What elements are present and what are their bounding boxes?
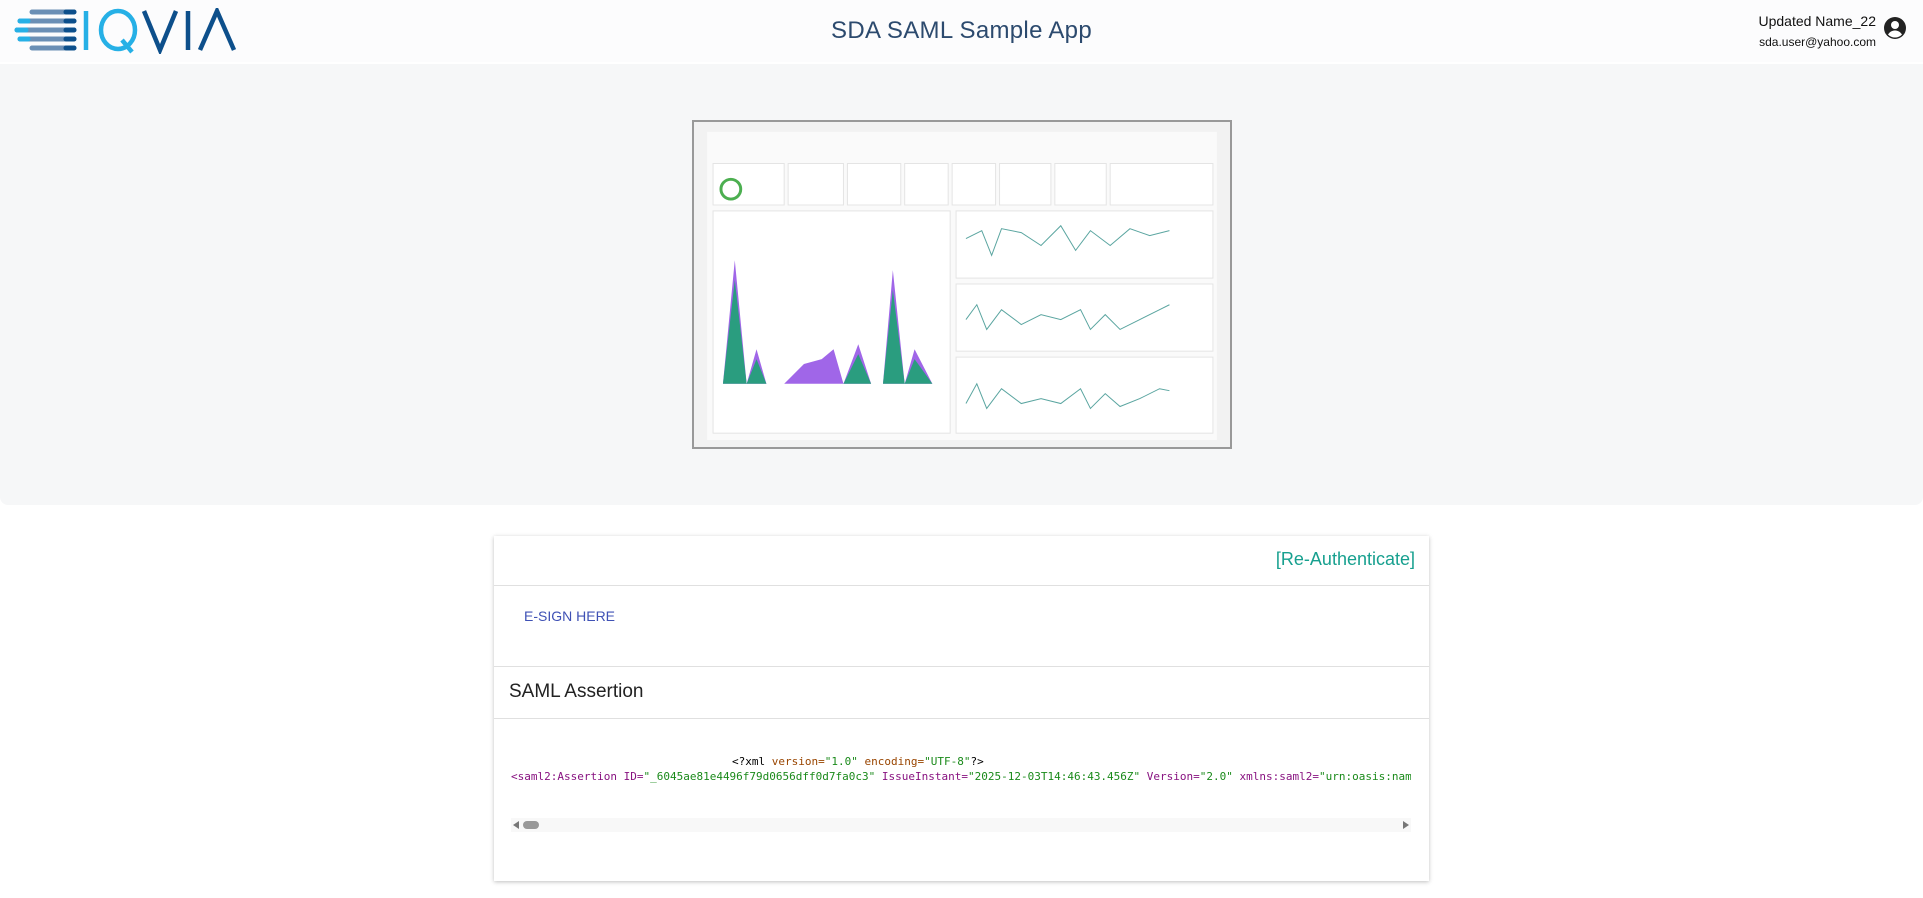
re-authenticate-link[interactable]: [Re-Authenticate] [1275,549,1415,569]
assertion-line: <saml2:Assertion ID="_6045ae81e4496f79d0… [511,770,1411,783]
user-name: Updated Name_22 [1758,13,1876,29]
assertion-value: "2.0" [1199,770,1233,783]
app-header: SDA SAML Sample App Updated Name_22 sda.… [0,0,1923,62]
assertion-attr: Version= [1140,770,1200,783]
assertion-attr: ID= [616,770,644,783]
scroll-left-arrow-icon[interactable] [513,821,519,829]
assertion-value: "2025-12-03T14:46:43.456Z" [967,770,1141,783]
scrollbar-thumb[interactable] [523,821,539,829]
assertion-tag: <saml2:Assertion [511,770,617,783]
account-circle-icon[interactable] [1883,16,1907,40]
xml-decl-attr: encoding= [857,755,925,768]
assertion-attr: xmlns:saml2= [1232,770,1319,783]
saml-card: [Re-Authenticate] E-SIGN HERE SAML Asser… [494,536,1429,881]
card-header: [Re-Authenticate] [494,536,1429,586]
xml-decl-open: <?xml [732,755,772,768]
dashboard-screenshot-image [692,120,1232,449]
assertion-value: "urn:oasis:names:tc:SAML:2 [1319,770,1411,783]
assertion-attr: IssueInstant= [875,770,968,783]
saml-header: SAML Assertion [494,667,1429,719]
page-title: SDA SAML Sample App [831,17,1092,44]
user-email: sda.user@yahoo.com [1759,35,1876,49]
xml-decl-value: "UTF-8" [924,755,971,768]
xml-declaration: <?xml version="1.0" encoding="UTF-8"?> [732,755,984,768]
user-info[interactable]: Updated Name_22 sda.user@yahoo.com [1758,13,1876,49]
iqvia-logo [14,8,237,54]
xml-decl-attr: version= [771,755,825,768]
xml-decl-close: ?> [970,755,984,768]
esign-section: E-SIGN HERE [494,586,1429,667]
scroll-right-arrow-icon[interactable] [1403,821,1409,829]
assertion-value: "_6045ae81e4496f79d0656dff0d7fa0c3" [643,770,876,783]
xml-decl-value: "1.0" [824,755,858,768]
horizontal-scrollbar[interactable] [511,818,1411,832]
saml-assertion-title: SAML Assertion [509,681,644,702]
esign-button[interactable]: E-SIGN HERE [524,608,616,624]
